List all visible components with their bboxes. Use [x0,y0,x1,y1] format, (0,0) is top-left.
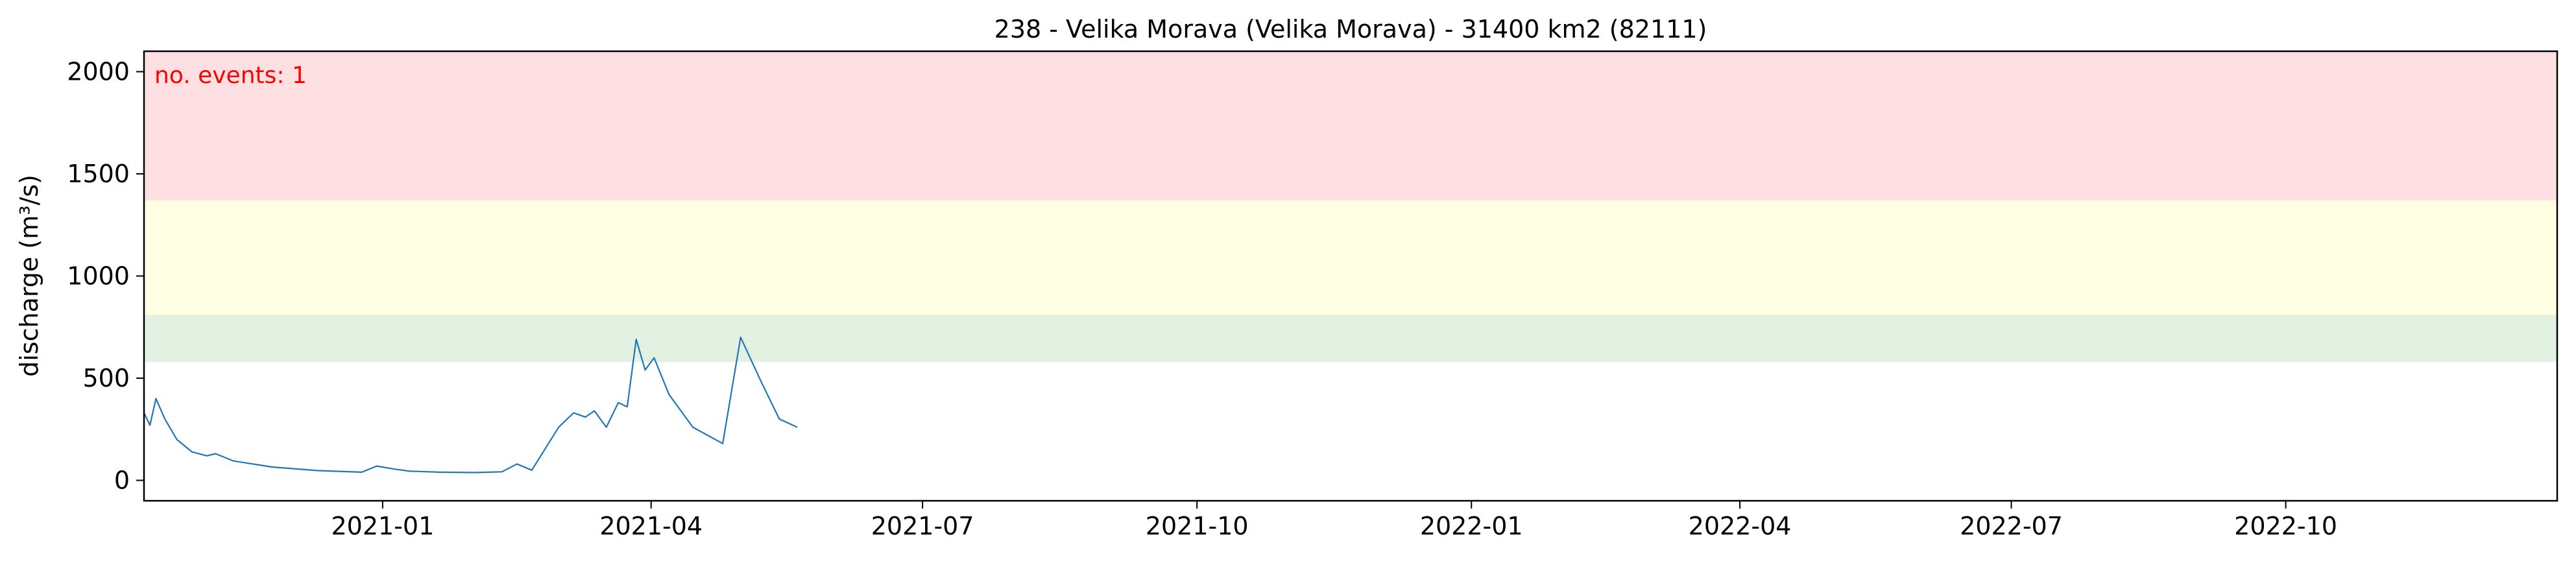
y-tick-label: 500 [82,364,130,392]
x-tick-label: 2022-01 [1420,512,1523,540]
x-axis: 2021-01 2021-04 2021-07 2021-10 2022-01 2022-… [331,501,2337,540]
y-tick-label: 0 [114,466,130,495]
threshold-band [144,200,2557,315]
y-tick-label: 2000 [67,58,130,86]
y-tick-label: 1500 [67,160,130,188]
x-tick-label: 2021-04 [599,512,703,540]
threshold-bands [144,51,2557,362]
x-tick-label: 2021-01 [331,512,434,540]
discharge-line [143,336,798,474]
x-tick-label: 2021-07 [871,512,974,540]
x-tick-label: 2022-04 [1689,512,1792,540]
x-tick-label: 2022-10 [2234,512,2337,540]
chart-title: 238 - Velika Morava (Velika Morava) - 31… [994,15,1707,43]
x-tick-label: 2021-10 [1146,512,1249,540]
y-axis-label: discharge (m³/s) [15,174,43,377]
y-axis: 0 500 1000 1500 2000 [67,58,144,495]
y-tick-label: 1000 [67,262,130,291]
x-tick-label: 2022-07 [1960,512,2063,540]
threshold-band [144,315,2557,362]
series-line-group [143,336,798,474]
events-annotation: no. events: 1 [154,62,307,89]
threshold-band [144,51,2557,200]
